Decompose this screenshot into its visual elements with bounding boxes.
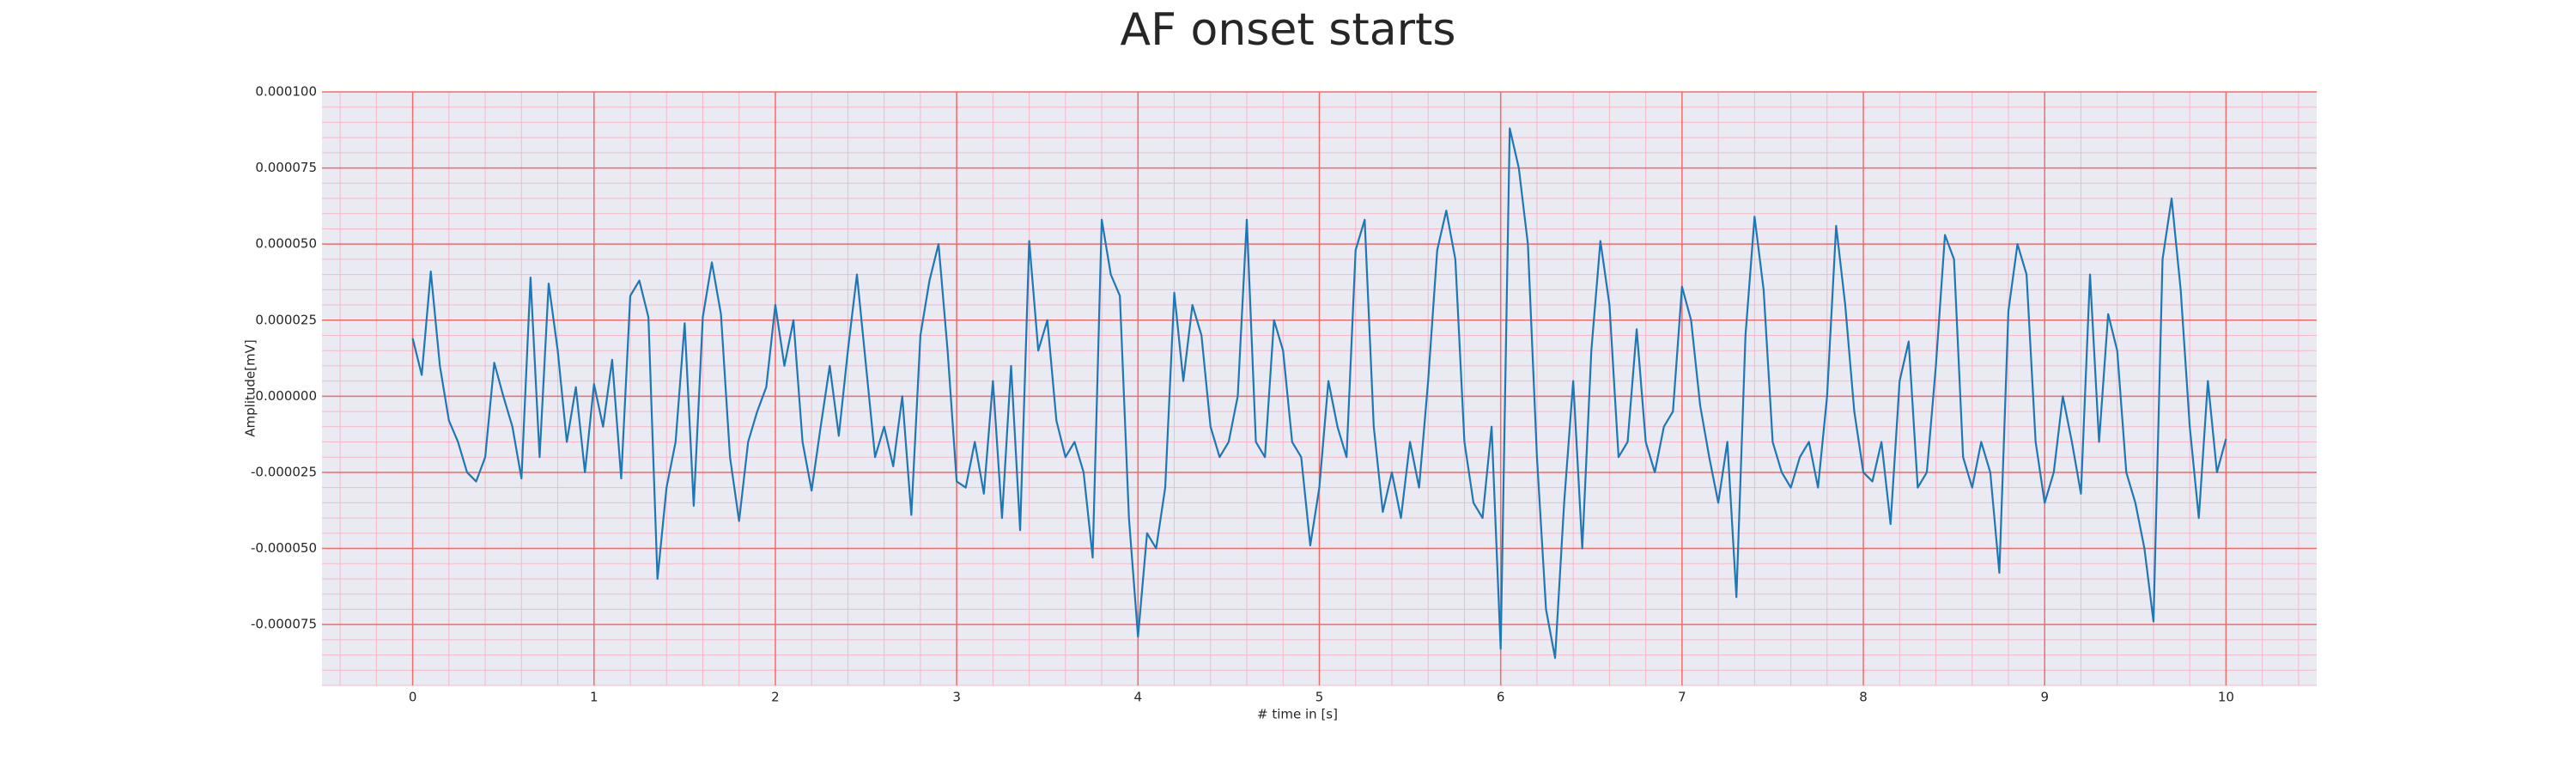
x-tick-label: 4: [1134, 690, 1143, 705]
x-axis-label: # time in [s]: [1257, 707, 1338, 722]
signal-line: [411, 127, 2227, 660]
y-tick-label: 0.000075: [255, 160, 317, 175]
x-tick-label: 0: [409, 690, 417, 705]
y-tick-label: -0.000025: [251, 464, 317, 479]
x-tick-label: 3: [952, 690, 961, 705]
y-axis-label: Amplitude[mV]: [243, 339, 258, 436]
x-tick-label: 9: [2040, 690, 2049, 705]
x-tick-label: 1: [590, 690, 598, 705]
x-tick-label: 10: [2218, 690, 2234, 705]
x-tick-label: 7: [1678, 690, 1686, 705]
y-tick-label: 0.000050: [255, 236, 317, 252]
y-tick-label: 0.000000: [255, 388, 317, 404]
x-tick-label: 2: [771, 690, 780, 705]
x-tick-label: 8: [1859, 690, 1868, 705]
x-tick-label: 6: [1497, 690, 1505, 705]
y-tick-label: -0.000075: [251, 617, 317, 632]
chart-title: AF onset starts: [1121, 4, 1456, 56]
x-tick-label: 5: [1315, 690, 1324, 705]
y-tick-label: 0.000025: [255, 312, 317, 327]
y-tick-label: -0.000050: [251, 540, 317, 556]
y-tick-label: 0.000100: [255, 84, 317, 100]
